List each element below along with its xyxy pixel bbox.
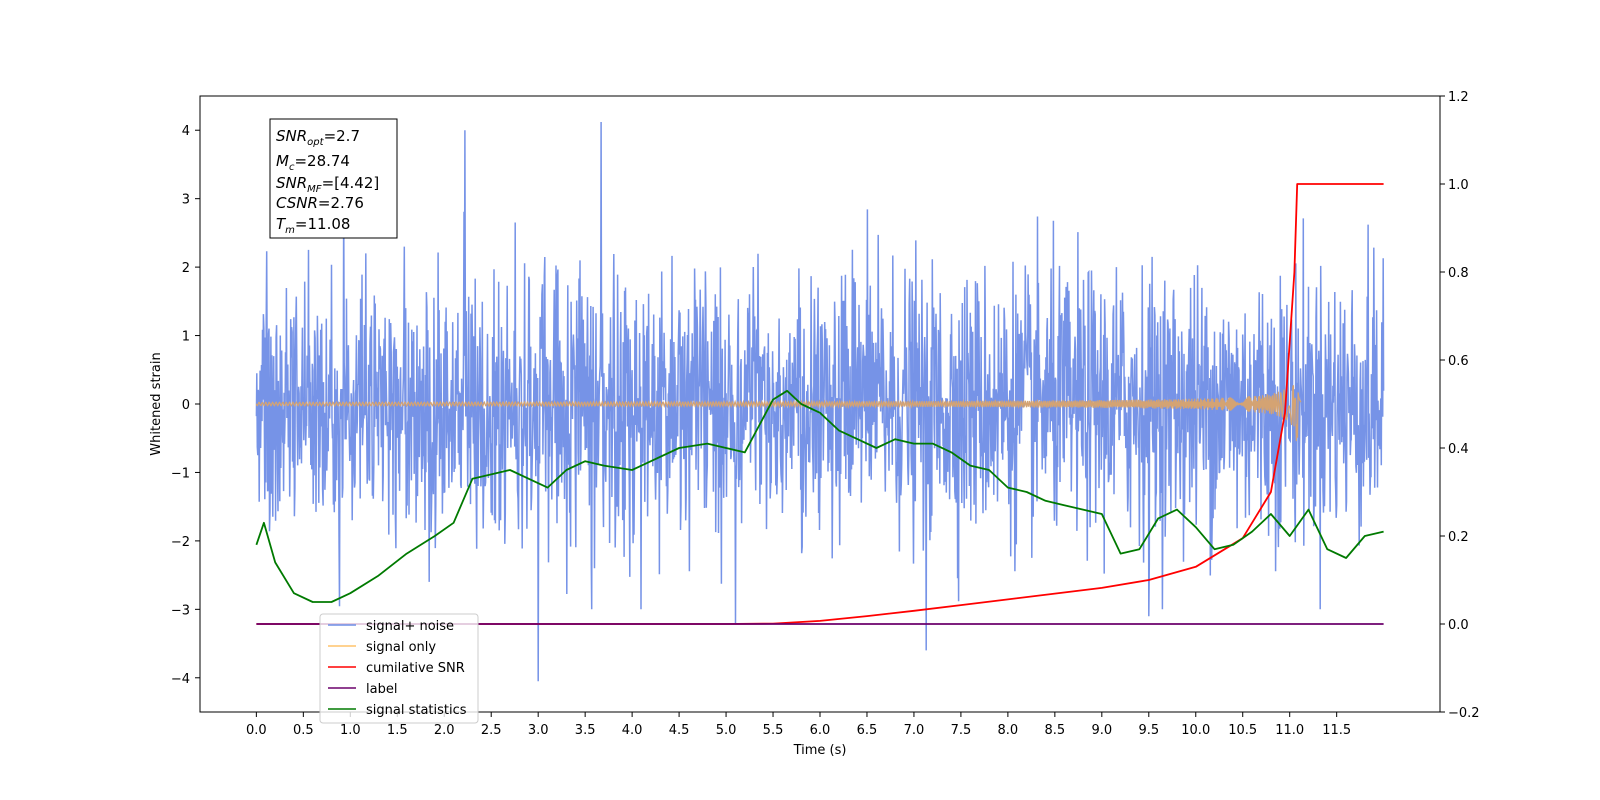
legend: signal+ noise signal only cumilative SNR… — [319, 613, 479, 724]
y-tick-label: −4 — [171, 672, 190, 687]
x-tick-label: 8.5 — [1045, 723, 1066, 738]
x-tick-label: 5.5 — [763, 723, 784, 738]
annotation-csnr-base: CSNR — [276, 194, 318, 212]
x-tick-label: 2.0 — [434, 723, 455, 738]
x-tick-label: 0.5 — [293, 723, 314, 738]
y2-tick-label: 1.2 — [1448, 90, 1469, 105]
x-tick-label: 5.0 — [716, 723, 737, 738]
legend-label-signal-noise: signal+ noise — [366, 619, 454, 634]
x-tick-label: 7.5 — [951, 723, 972, 738]
y2-tick-label: 1.0 — [1448, 178, 1469, 193]
legend-label-signal-statistics: signal statistics — [366, 703, 467, 718]
x-tick-label: 11.0 — [1275, 723, 1304, 738]
x-tick-label: 6.0 — [810, 723, 831, 738]
y2-tick-label: 0.0 — [1448, 618, 1469, 633]
x-tick-label: 9.5 — [1138, 723, 1159, 738]
x-tick-label: 11.5 — [1322, 723, 1351, 738]
x-tick-label: 2.5 — [481, 723, 502, 738]
annotation-box-frame — [269, 118, 398, 239]
y-tick-label: 1 — [182, 330, 190, 345]
legend-label-signal-only: signal only — [366, 640, 436, 655]
x-tick-label: 4.0 — [622, 723, 643, 738]
annotation-snr-mf-sub: MF — [307, 184, 322, 195]
series-signal-only-line — [255, 385, 1302, 442]
legend-label-label: label — [366, 682, 397, 697]
annotation-merger-time-sub: m — [285, 225, 295, 236]
x-tick-label: 3.0 — [528, 723, 549, 738]
x-tick-label: 10.0 — [1181, 723, 1210, 738]
series-signal-noise-line — [255, 121, 1385, 682]
annotation-snr-opt-value: =2.7 — [324, 127, 360, 145]
x-tick-label: 10.5 — [1228, 723, 1257, 738]
y2-tick-label: 0.8 — [1448, 266, 1469, 281]
x-tick-label: 4.5 — [669, 723, 690, 738]
x-tick-label: 6.5 — [857, 723, 878, 738]
y-tick-label: −1 — [171, 466, 190, 481]
y2-tick-label: −0.2 — [1448, 706, 1480, 721]
y-tick-label: −3 — [171, 603, 190, 618]
annotation-csnr: CSNR=2.76 — [276, 194, 364, 212]
x-axis-label: Time (s) — [793, 743, 847, 758]
y-tick-label: 4 — [182, 124, 190, 139]
annotation-merger-time-base: T — [276, 215, 287, 233]
annotation-box: SNRopt=2.7 Mc=28.74 SNRMF=[4.42] CSNR=2.… — [269, 118, 398, 239]
annotation-merger-time-value: =11.08 — [295, 215, 351, 233]
x-tick-label: 8.0 — [998, 723, 1019, 738]
x-tick-label: 9.0 — [1091, 723, 1112, 738]
annotation-merger-time: Tm=11.08 — [276, 215, 350, 236]
y2-tick-label: 0.4 — [1448, 442, 1469, 457]
y-tick-label: 2 — [182, 261, 190, 276]
x-tick-label: 0.0 — [246, 723, 267, 738]
tick-layer: 0.0 0.5 1.0 1.5 2.0 2.5 3.0 3.5 4.0 4.5 5.0 5.5 6.0 6… — [171, 90, 1480, 738]
x-tick-label: 7.0 — [904, 723, 925, 738]
x-tick-label: 1.5 — [387, 723, 408, 738]
annotation-chirp-mass-value: =28.74 — [294, 152, 350, 170]
y-tick-label: 0 — [182, 398, 190, 413]
annotation-chirp-mass-sub: c — [289, 162, 295, 173]
annotation-chirp-mass-base: M — [276, 152, 289, 170]
annotation-chirp-mass: Mc=28.74 — [276, 152, 350, 173]
y2-tick-label: 0.6 — [1448, 354, 1469, 369]
annotation-snr-opt-base: SNR — [276, 127, 307, 145]
series-cumulative-snr-line — [256, 183, 1384, 625]
annotation-snr-opt-sub: opt — [307, 137, 324, 148]
y2-tick-label: 0.2 — [1448, 530, 1469, 545]
legend-frame — [319, 613, 479, 724]
legend-label-cumulative-snr: cumilative SNR — [366, 661, 465, 676]
y-tick-label: 3 — [182, 193, 190, 208]
annotation-snr-mf-base: SNR — [276, 174, 307, 192]
series-signal-statistics-line — [255, 389, 1384, 603]
x-tick-label: 1.0 — [340, 723, 361, 738]
annotation-snr-mf-value: =[4.42] — [322, 174, 380, 192]
y-tick-label: −2 — [171, 535, 190, 550]
annotation-snr-opt: SNRopt=2.7 — [276, 127, 360, 148]
x-tick-label: 3.5 — [575, 723, 596, 738]
annotation-snr-mf: SNRMF=[4.42] — [276, 174, 379, 195]
y-axis-label: Whitened strain — [149, 352, 164, 455]
annotation-csnr-value: =2.76 — [318, 194, 364, 212]
